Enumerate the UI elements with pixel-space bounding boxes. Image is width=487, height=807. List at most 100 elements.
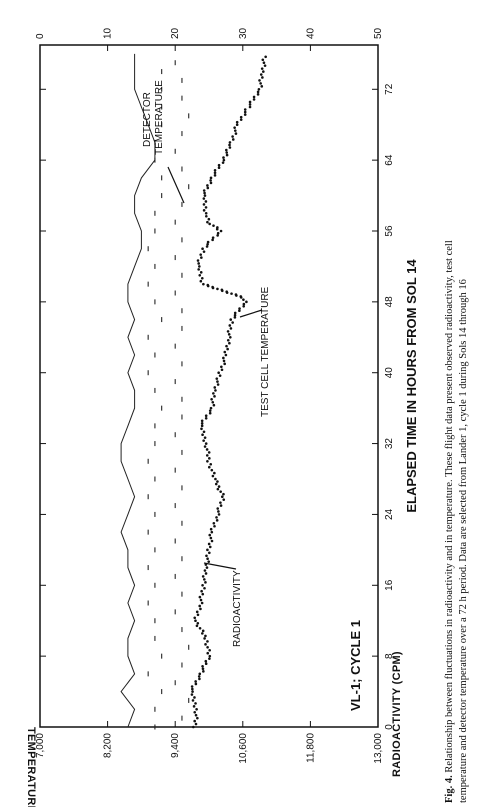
radioactivity-point	[210, 468, 214, 472]
radioactivity-point	[242, 304, 245, 308]
radio-tick-label: 9,400	[170, 733, 181, 758]
radioactivity-point	[190, 693, 194, 696]
radioactivity-point	[226, 338, 230, 342]
x-tick-label: 56	[384, 225, 395, 237]
radioactivity-point	[202, 282, 205, 286]
radioactivity-point	[193, 616, 197, 620]
radioactivity-point	[243, 110, 247, 114]
radioactivity-point	[219, 504, 223, 507]
radioactivity-point	[206, 242, 209, 246]
temp-axis-title: TEMPERATURE °C	[25, 727, 37, 807]
radioactivity-point	[226, 330, 230, 333]
radioactivity-point	[200, 256, 203, 259]
radio-axis-title: RADIOACTIVITY (CPM)	[391, 651, 403, 777]
radioactivity-point	[220, 365, 223, 369]
radioactivity-point	[223, 362, 226, 366]
radioactivity-point	[203, 194, 207, 197]
radioactivity-point	[208, 657, 211, 660]
radioactivity-point	[233, 313, 237, 317]
temp-tick-label: 50	[373, 27, 384, 39]
radioactivity-point	[203, 436, 207, 439]
radioactivity-point	[198, 627, 202, 630]
radioactivity-point	[204, 200, 208, 203]
radioactivity-point	[203, 586, 206, 590]
radioactivity-point	[239, 295, 243, 298]
radioactivity-point	[256, 93, 260, 96]
radioactivity-point	[217, 485, 221, 488]
radioactivity-point	[216, 487, 220, 491]
radioactivity-point	[209, 181, 213, 185]
radioactivity-point	[200, 276, 204, 280]
radioactivity-point	[202, 670, 205, 673]
x-axis-title: ELAPSED TIME IN HOURS FROM SOL 14	[404, 259, 419, 513]
radioactivity-point	[190, 685, 194, 688]
radioactivity-point	[194, 619, 197, 623]
annotation-test-cell: TEST CELL TEMPERATURE	[260, 286, 271, 417]
x-tick-label: 72	[384, 83, 395, 95]
radioactivity-point	[256, 90, 260, 94]
radio-tick-label: 10,600	[238, 733, 249, 764]
radioactivity-point	[209, 176, 213, 180]
radioactivity-point	[202, 439, 205, 442]
radioactivity-point	[200, 589, 203, 593]
radioactivity-point	[206, 651, 210, 655]
radioactivity-point	[209, 179, 212, 182]
radioactivity-point	[201, 433, 204, 437]
radioactivity-point	[220, 368, 224, 372]
radioactivity-point	[216, 226, 219, 229]
radioactivity-point	[201, 664, 204, 668]
caption-line-1: Fig. 4. Relationship between fluctuation…	[444, 240, 455, 803]
radioactivity-point	[195, 707, 198, 711]
radioactivity-point	[201, 247, 204, 251]
radioactivity-point	[233, 126, 236, 129]
radioactivity-point	[262, 61, 266, 65]
radioactivity-point	[194, 682, 198, 686]
radioactivity-point	[214, 477, 217, 481]
radioactivity-point	[208, 648, 211, 652]
radioactivity-point	[203, 569, 207, 572]
radioactivity-point	[209, 406, 213, 410]
radioactivity-point	[216, 234, 219, 237]
radioactivity-point	[252, 95, 256, 99]
radioactivity-point	[196, 621, 200, 625]
radioactivity-point	[228, 141, 232, 144]
radioactivity-point	[216, 231, 220, 235]
radioactivity-point	[217, 163, 221, 167]
radioactivity-point	[225, 148, 228, 152]
radioactivity-point	[213, 171, 217, 175]
arrow-test-cell	[239, 309, 263, 318]
radioactivity-point	[222, 158, 226, 162]
radioactivity-point	[203, 191, 206, 195]
radioactivity-point	[259, 73, 263, 76]
radioactivity-point	[205, 214, 208, 218]
radioactivity-point	[212, 403, 216, 407]
x-tick-label: 64	[384, 154, 395, 166]
radioactivity-point	[198, 604, 202, 608]
radioactivity-point	[207, 542, 211, 546]
radioactivity-point	[202, 197, 206, 200]
radioactivity-point	[216, 507, 220, 510]
radioactivity-point	[209, 536, 213, 540]
radioactivity-point	[212, 521, 216, 525]
radioactivity-point	[214, 389, 217, 392]
radioactivity-point	[228, 146, 232, 149]
radioactivity-point	[201, 592, 205, 596]
radioactivity-point	[206, 186, 210, 190]
radioactivity-point	[224, 353, 228, 357]
radioactivity-point	[239, 115, 243, 119]
radioactivity-point	[198, 595, 202, 599]
radioactivity-point	[257, 87, 261, 91]
radioactivity-point	[206, 640, 209, 643]
radioactivity-point	[235, 123, 239, 127]
radioactivity-point	[192, 725, 195, 729]
radioactivity-point	[216, 480, 219, 483]
radioactivity-point	[217, 166, 221, 170]
x-tick-label: 24	[384, 508, 395, 520]
radioactivity-point	[198, 672, 202, 676]
radioactivity-point	[222, 359, 226, 363]
radioactivity-point	[228, 324, 232, 327]
radioactivity-point	[215, 516, 218, 519]
radioactivity-point	[204, 572, 208, 575]
arrow-radioactivity	[203, 562, 237, 570]
